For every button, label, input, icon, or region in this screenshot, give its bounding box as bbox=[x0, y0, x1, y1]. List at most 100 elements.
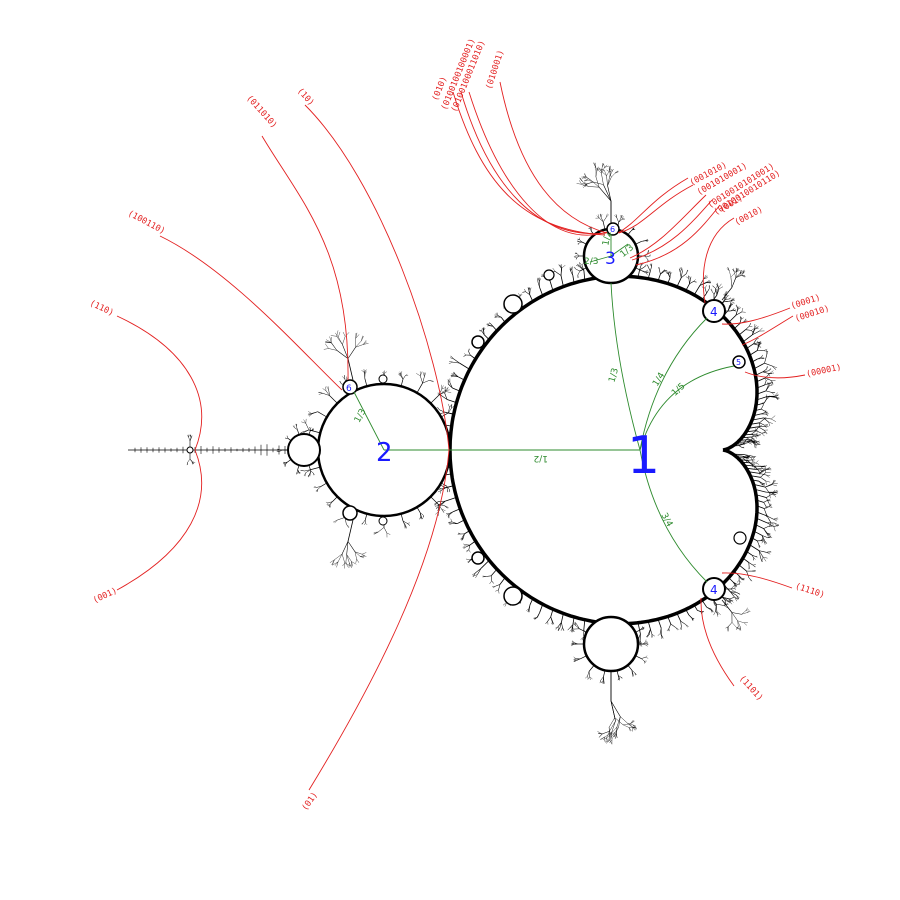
filament-branch bbox=[300, 470, 305, 472]
filament-branch bbox=[308, 427, 311, 429]
filament-branch bbox=[751, 456, 757, 458]
filament-branch bbox=[685, 624, 689, 627]
filament-branch bbox=[637, 622, 641, 634]
filament-branch bbox=[494, 316, 498, 318]
filament-branch bbox=[361, 369, 365, 373]
small-bulb bbox=[378, 516, 388, 526]
filament-branch bbox=[723, 605, 728, 609]
period-label-bulb6-left: 6 bbox=[346, 384, 352, 394]
filament-branch bbox=[561, 622, 563, 628]
filament-branch bbox=[330, 342, 338, 351]
filament-branch bbox=[472, 572, 476, 578]
filament-branch bbox=[336, 561, 339, 568]
filament-branch bbox=[755, 435, 759, 437]
filament-branch bbox=[580, 636, 584, 640]
filament-branch bbox=[728, 600, 734, 602]
filament-branch bbox=[764, 380, 767, 386]
small-bulb bbox=[503, 294, 523, 314]
filament-branch bbox=[647, 250, 649, 253]
filament-branch bbox=[752, 330, 760, 336]
filament-branch bbox=[618, 675, 621, 678]
external-ray-0010 bbox=[702, 217, 735, 304]
filament-branch bbox=[755, 430, 762, 434]
filament-branch bbox=[420, 512, 424, 516]
filament-branch bbox=[317, 411, 327, 418]
filament-branch bbox=[715, 285, 718, 289]
filament-branch bbox=[332, 559, 335, 566]
filament-branch bbox=[448, 511, 454, 514]
filament-branch bbox=[318, 393, 323, 395]
filament-branch bbox=[754, 466, 757, 470]
internal-ray-three-quarter bbox=[639, 449, 708, 583]
filament-branch bbox=[449, 523, 453, 525]
filament-branch bbox=[459, 362, 470, 370]
filament-branch bbox=[336, 330, 339, 337]
filament-branch bbox=[733, 581, 738, 585]
filament-branch bbox=[602, 217, 607, 222]
filament-branch bbox=[762, 556, 767, 562]
filament-branch bbox=[729, 591, 736, 598]
filament-branch bbox=[187, 434, 189, 438]
filament-branch bbox=[753, 343, 759, 346]
filament-branch bbox=[355, 340, 362, 348]
filament-branch bbox=[581, 265, 585, 271]
filament-branch bbox=[645, 269, 649, 272]
filament-branch bbox=[734, 588, 737, 590]
filament-branch bbox=[441, 509, 446, 511]
filament-branch bbox=[327, 386, 329, 390]
filament-branch bbox=[722, 597, 729, 602]
filament-branch bbox=[766, 366, 768, 370]
filament-branch bbox=[761, 431, 766, 434]
filament-branch bbox=[577, 274, 579, 278]
filament-branch bbox=[693, 281, 697, 283]
filament-branch bbox=[595, 162, 596, 168]
filament-branch bbox=[713, 603, 716, 605]
filament-branch bbox=[730, 277, 733, 288]
filament-branch bbox=[579, 262, 581, 267]
filament-branch bbox=[774, 522, 780, 526]
filament-branch bbox=[768, 503, 771, 507]
filament-branch bbox=[689, 279, 691, 284]
filament-branch bbox=[752, 459, 755, 463]
filament-branch bbox=[405, 373, 408, 376]
filament-branch bbox=[581, 177, 586, 179]
filament-branch bbox=[602, 680, 605, 684]
filament-branch bbox=[327, 504, 330, 506]
filament-branch bbox=[328, 389, 330, 396]
filament-branch bbox=[420, 516, 422, 519]
filament-branch bbox=[527, 287, 529, 291]
filament-branch bbox=[630, 229, 633, 232]
filament-branch bbox=[441, 412, 449, 418]
filament-branch bbox=[768, 369, 772, 372]
filament-branch bbox=[577, 264, 581, 267]
filament-branch bbox=[753, 362, 765, 370]
filament-branch bbox=[363, 341, 367, 345]
filament-branch bbox=[571, 641, 575, 643]
filament-branch bbox=[773, 489, 778, 493]
filament-branch bbox=[706, 607, 712, 610]
filament-branch bbox=[735, 305, 739, 310]
filament-branch bbox=[761, 357, 764, 359]
filament-branch bbox=[736, 627, 741, 629]
external-ray-011010 bbox=[261, 135, 349, 381]
filament-branch bbox=[294, 427, 298, 430]
filament-branch bbox=[323, 348, 329, 350]
filament-branch bbox=[465, 544, 471, 548]
filament-branch bbox=[604, 736, 606, 742]
filament-branch bbox=[752, 457, 755, 461]
filament-branch bbox=[729, 597, 734, 600]
filament-branch bbox=[763, 528, 768, 534]
filament-branch bbox=[489, 580, 492, 585]
filament-branch bbox=[689, 281, 694, 285]
filament-branch bbox=[386, 532, 391, 535]
filament-branch bbox=[601, 680, 604, 684]
filament-branch bbox=[610, 700, 621, 717]
filament-branch bbox=[400, 375, 404, 380]
filament-branch bbox=[447, 378, 451, 383]
filament-branch bbox=[606, 169, 610, 172]
filament-branch bbox=[679, 267, 683, 272]
filament-branch bbox=[441, 509, 445, 513]
filament-branch bbox=[606, 731, 610, 738]
filament-branch bbox=[668, 623, 672, 629]
filament-branch bbox=[363, 340, 367, 345]
